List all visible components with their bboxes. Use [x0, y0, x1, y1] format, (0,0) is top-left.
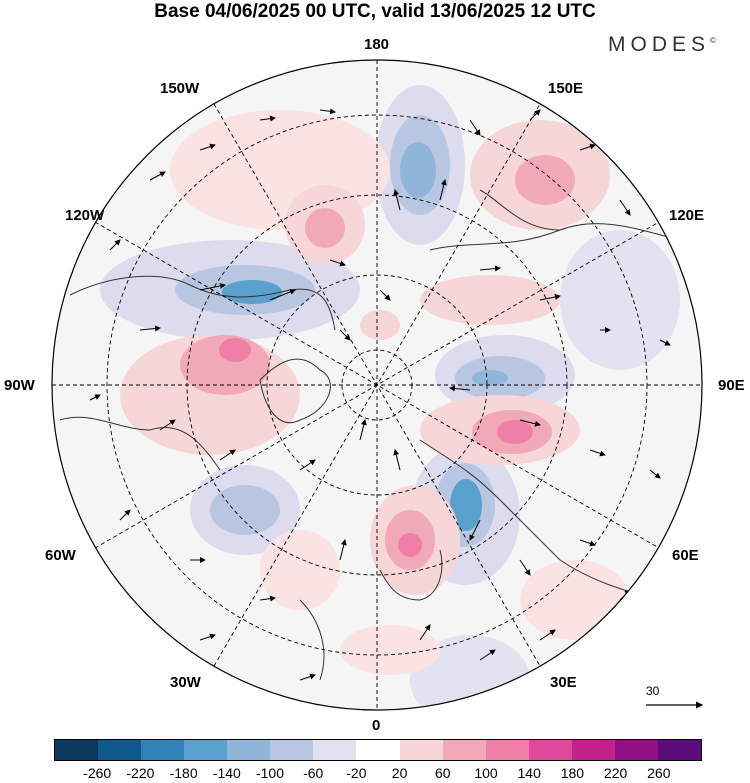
colorbar-tick-label: -140 [212, 765, 241, 781]
lon-label-120e: 120E [669, 207, 705, 224]
colorbar-tick-label: 60 [435, 765, 451, 781]
lon-label-30w: 30W [170, 674, 201, 691]
lon-label-30e: 30E [550, 674, 577, 691]
lon-label-60w: 60W [45, 547, 76, 564]
colorbar-swatch [571, 740, 615, 760]
wind-vectors [89, 108, 671, 681]
colorbar-tick-label: -180 [169, 765, 198, 781]
colorbar-swatch [399, 740, 443, 760]
colorbar [54, 739, 702, 761]
lon-label-60e: 60E [672, 547, 699, 564]
colorbar-tick-label: -220 [126, 765, 155, 781]
map-boundary [51, 59, 703, 711]
colorbar-tick-label: 20 [391, 765, 408, 781]
lon-label-90e: 90E [718, 377, 745, 394]
lon-label-180: 180 [364, 36, 390, 53]
graticule [52, 60, 702, 710]
lon-label-0: 0 [372, 717, 381, 734]
colorbar-swatch [55, 740, 99, 760]
colorbar-swatch [442, 740, 486, 760]
reference-vector-label: 30 [646, 684, 660, 698]
colorbar-tick-label: 180 [560, 765, 585, 781]
colorbar-swatch [141, 740, 185, 760]
modes-logo: MODES© [608, 33, 716, 56]
colorbar-tick-label: -60 [303, 765, 324, 781]
colorbar-tick-label: -100 [255, 765, 285, 781]
colorbar-swatch [227, 740, 271, 760]
field-layer [52, 60, 702, 710]
colorbar-tick-label: 220 [603, 765, 628, 781]
colorbar-tick-label: -20 [346, 765, 367, 781]
lon-label-150e: 150E [548, 80, 584, 97]
colorbar-swatch [485, 740, 529, 760]
colorbar-swatch [98, 740, 142, 760]
coastlines [59, 189, 681, 681]
colorbar-swatch [614, 740, 658, 760]
colorbar-tick-label: 100 [474, 765, 498, 781]
colorbar-tick-label: 260 [647, 765, 671, 781]
colorbar-swatch [356, 740, 400, 760]
lon-label-90w: 90W [4, 377, 35, 394]
anomaly-positive [260, 530, 340, 610]
colorbar-tick-label: 140 [517, 765, 541, 781]
anomaly-positive [360, 310, 400, 340]
colorbar-swatch [184, 740, 228, 760]
colorbar-swatch [528, 740, 572, 760]
anomaly-positive [340, 625, 440, 675]
colorbar-swatch [313, 740, 357, 760]
polar-map [51, 59, 704, 711]
colorbar-swatch [657, 740, 701, 760]
map-title: Base 04/06/2025 00 UTC, valid 13/06/2025… [154, 1, 596, 22]
lon-label-120w: 120W [65, 207, 105, 224]
anomaly-negative [560, 230, 680, 370]
lon-label-150w: 150W [160, 80, 200, 97]
anomaly-positive [420, 275, 560, 325]
anomaly-positive [520, 560, 630, 640]
colorbar-swatch [270, 740, 314, 760]
colorbar-ticks: -260 -220 -180 -140 -100 -60 -20 20 60 100 140 180 2… [54, 765, 702, 783]
colorbar-tick-label: -260 [83, 765, 112, 781]
